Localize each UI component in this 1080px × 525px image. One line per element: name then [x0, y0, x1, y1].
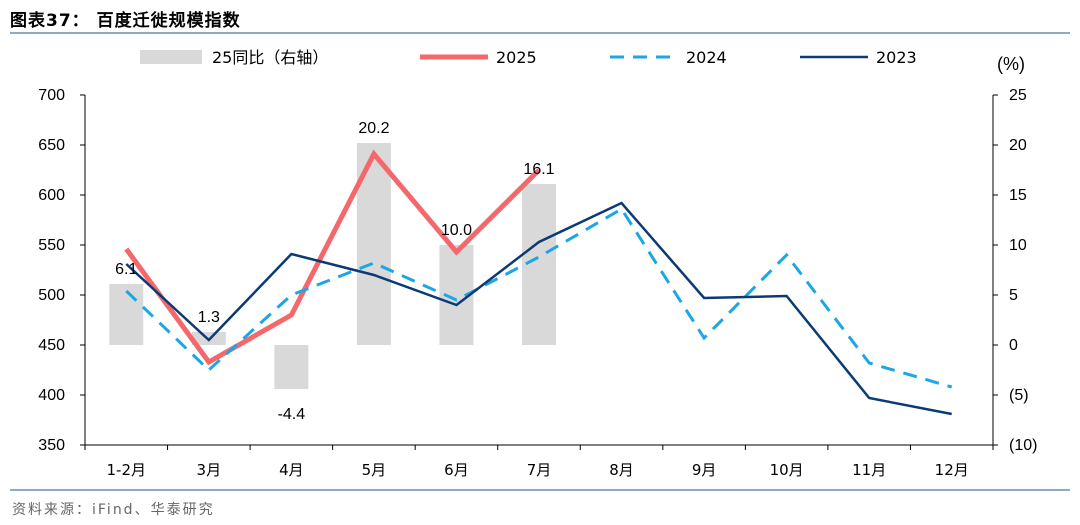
- x-tick-label: 8月: [609, 461, 634, 479]
- y-left-tick-label: 550: [38, 237, 65, 254]
- top-rule: [10, 32, 1070, 34]
- legend-label: 2024: [686, 48, 727, 67]
- x-tick-label: 10月: [770, 461, 804, 479]
- y-right-tick-label: 0: [1009, 337, 1018, 354]
- line-series-2024: [125, 206, 953, 389]
- x-tick-label: 11月: [852, 461, 886, 479]
- legend-swatch: [140, 50, 202, 64]
- bars: [109, 143, 556, 389]
- bar: [109, 284, 144, 345]
- chart: 25同比（右轴） 2025 2024 2023 3504004505005506006…: [38, 48, 1037, 479]
- y-left-tick-label: 700: [38, 87, 65, 104]
- data-label: 16.1: [523, 161, 554, 178]
- y-right-tick-label: 20: [1009, 137, 1027, 154]
- bar: [274, 345, 309, 389]
- y-right-unit: (%): [997, 54, 1025, 74]
- x-tick-label: 6月: [444, 461, 469, 479]
- bottom-rule: [10, 489, 1070, 491]
- y-right-tick-label: 5: [1009, 287, 1018, 304]
- y-left-tick-label: 350: [38, 437, 65, 454]
- y-left-tick-label: 650: [38, 137, 65, 154]
- x-tick-label: 1-2月: [107, 461, 147, 479]
- legend-label: 25同比（右轴）: [212, 48, 328, 67]
- x-tick-label: 5月: [362, 461, 387, 479]
- legend: 25同比（右轴） 2025 2024 2023: [140, 48, 917, 67]
- data-label: 10.0: [441, 222, 472, 239]
- source-note: 资料来源：iFind、华泰研究: [12, 502, 215, 518]
- data-label: -4.4: [278, 406, 306, 423]
- y-left-tick-label: 400: [38, 387, 65, 404]
- lines: [124, 149, 953, 416]
- x-tick-label: 3月: [197, 461, 222, 479]
- figure-title: 图表37： 百度迁徙规模指数: [10, 11, 241, 31]
- y-right-tick-label: (5): [1009, 387, 1029, 404]
- data-label: 6.1: [115, 261, 137, 278]
- y-right-tick-label: 10: [1009, 237, 1027, 254]
- y-left-tick-label: 500: [38, 287, 65, 304]
- axes: 350 400 450 500 550 600 650 700 (10) (5) 0 5 10 15 20 2…: [38, 54, 1037, 479]
- y-left-tick-label: 600: [38, 187, 65, 204]
- data-labels: 6.1 1.3 -4.4 20.2 10.0 16.1: [115, 120, 555, 423]
- line-series-2023: [125, 201, 952, 416]
- x-tick-label: 7月: [527, 461, 552, 479]
- y-left-tick-label: 450: [38, 337, 65, 354]
- legend-label: 2023: [876, 48, 917, 67]
- data-label: 1.3: [198, 309, 220, 326]
- data-label: 20.2: [358, 120, 389, 137]
- y-right-tick-label: 25: [1009, 87, 1027, 104]
- x-tick-label: 12月: [935, 461, 969, 479]
- legend-label: 2025: [496, 48, 537, 67]
- y-right-tick-label: 15: [1009, 187, 1027, 204]
- line-series-2025: [124, 149, 541, 366]
- x-tick-label: 9月: [692, 461, 717, 479]
- y-right-tick-label: (10): [1009, 437, 1037, 454]
- x-tick-label: 4月: [279, 461, 304, 479]
